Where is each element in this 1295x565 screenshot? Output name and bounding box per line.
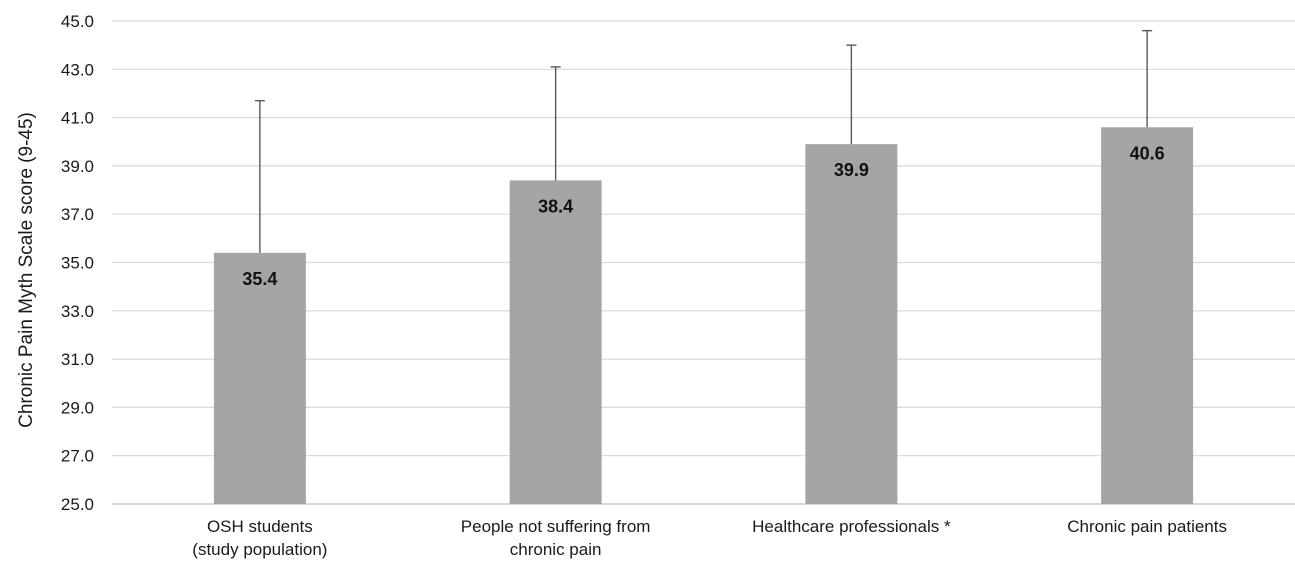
data-label: 40.6 xyxy=(1130,143,1165,163)
y-tick-label: 27.0 xyxy=(61,447,94,466)
bar xyxy=(213,252,306,504)
x-category-label-line: People not suffering from xyxy=(461,517,651,536)
x-category-label-line: (study population) xyxy=(192,540,327,559)
gridlines xyxy=(112,20,1295,505)
data-label: 38.4 xyxy=(538,196,573,216)
data-labels: 35.4 38.4 39.9 40.6 xyxy=(242,143,1164,289)
x-category-label-line: Healthcare professionals * xyxy=(752,517,951,536)
x-category-label: Chronic pain patients xyxy=(1067,517,1227,536)
data-label: 35.4 xyxy=(242,269,277,289)
x-category-label-line: OSH students xyxy=(207,517,313,536)
y-tick-label: 45.0 xyxy=(61,12,94,31)
error-bars xyxy=(254,29,1153,253)
bar xyxy=(1101,127,1194,504)
x-category-label: Healthcare professionals * xyxy=(752,517,951,536)
y-tick-label: 35.0 xyxy=(61,254,94,273)
y-tick-label: 43.0 xyxy=(61,60,94,79)
y-tick-label: 29.0 xyxy=(61,398,94,417)
x-axis-categories: OSH students (study population) People not… xyxy=(192,517,1227,559)
y-tick-label: 33.0 xyxy=(61,302,94,321)
data-label: 39.9 xyxy=(834,160,869,180)
y-axis-ticks: 25.0 27.0 29.0 31.0 33.0 35.0 37.0 39.0 41.0 43.0… xyxy=(61,12,94,514)
x-category-label: People not suffering from chronic pain xyxy=(461,517,651,559)
x-category-label: OSH students (study population) xyxy=(192,517,327,559)
y-tick-label: 37.0 xyxy=(61,205,94,224)
bars xyxy=(213,127,1194,505)
y-tick-label: 41.0 xyxy=(61,109,94,128)
y-axis-title: Chronic Pain Myth Scale score (9-45) xyxy=(16,112,37,428)
x-category-label-line: Chronic pain patients xyxy=(1067,517,1227,536)
y-tick-label: 25.0 xyxy=(61,495,94,514)
bar xyxy=(509,180,602,504)
bar xyxy=(805,144,898,505)
y-tick-label: 31.0 xyxy=(61,350,94,369)
x-category-label-line: chronic pain xyxy=(510,540,602,559)
y-tick-label: 39.0 xyxy=(61,157,94,176)
